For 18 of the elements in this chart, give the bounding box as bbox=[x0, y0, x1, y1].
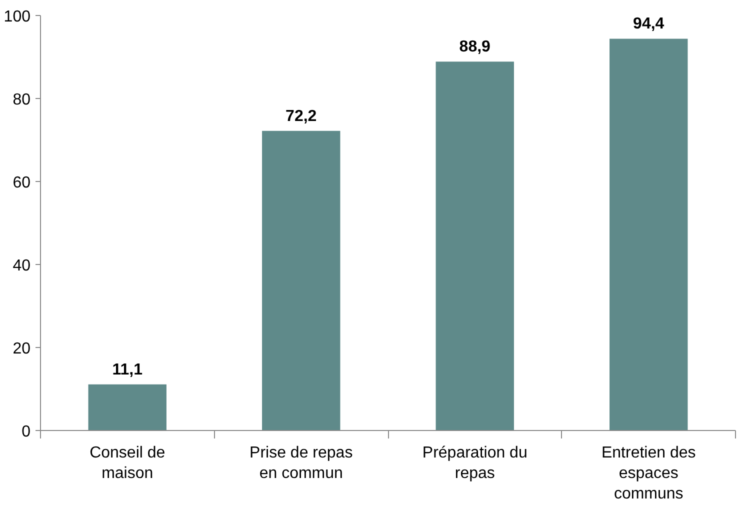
data-label: 11,1 bbox=[112, 361, 143, 378]
y-tick-label: 20 bbox=[12, 340, 31, 358]
data-label: 88,9 bbox=[459, 38, 491, 56]
x-tick-label: Prise de repas en commun bbox=[250, 444, 353, 482]
bar bbox=[436, 62, 514, 430]
y-tick-label: 80 bbox=[12, 92, 31, 108]
y-tick-label: 60 bbox=[12, 174, 31, 192]
bar bbox=[262, 130, 340, 430]
bar bbox=[610, 38, 688, 430]
data-label: 72,2 bbox=[286, 108, 317, 125]
x-tick-label: Entretien des espaces communs bbox=[601, 444, 696, 502]
y-tick-label: 0 bbox=[22, 424, 31, 440]
x-tick-label: Préparation du repas bbox=[422, 444, 528, 482]
y-tick-label: 40 bbox=[12, 258, 31, 274]
bar bbox=[88, 384, 166, 430]
data-label: 94,4 bbox=[633, 16, 664, 33]
y-tick-label: 100 bbox=[4, 8, 31, 26]
x-tick-label: Conseil de maison bbox=[90, 444, 166, 482]
